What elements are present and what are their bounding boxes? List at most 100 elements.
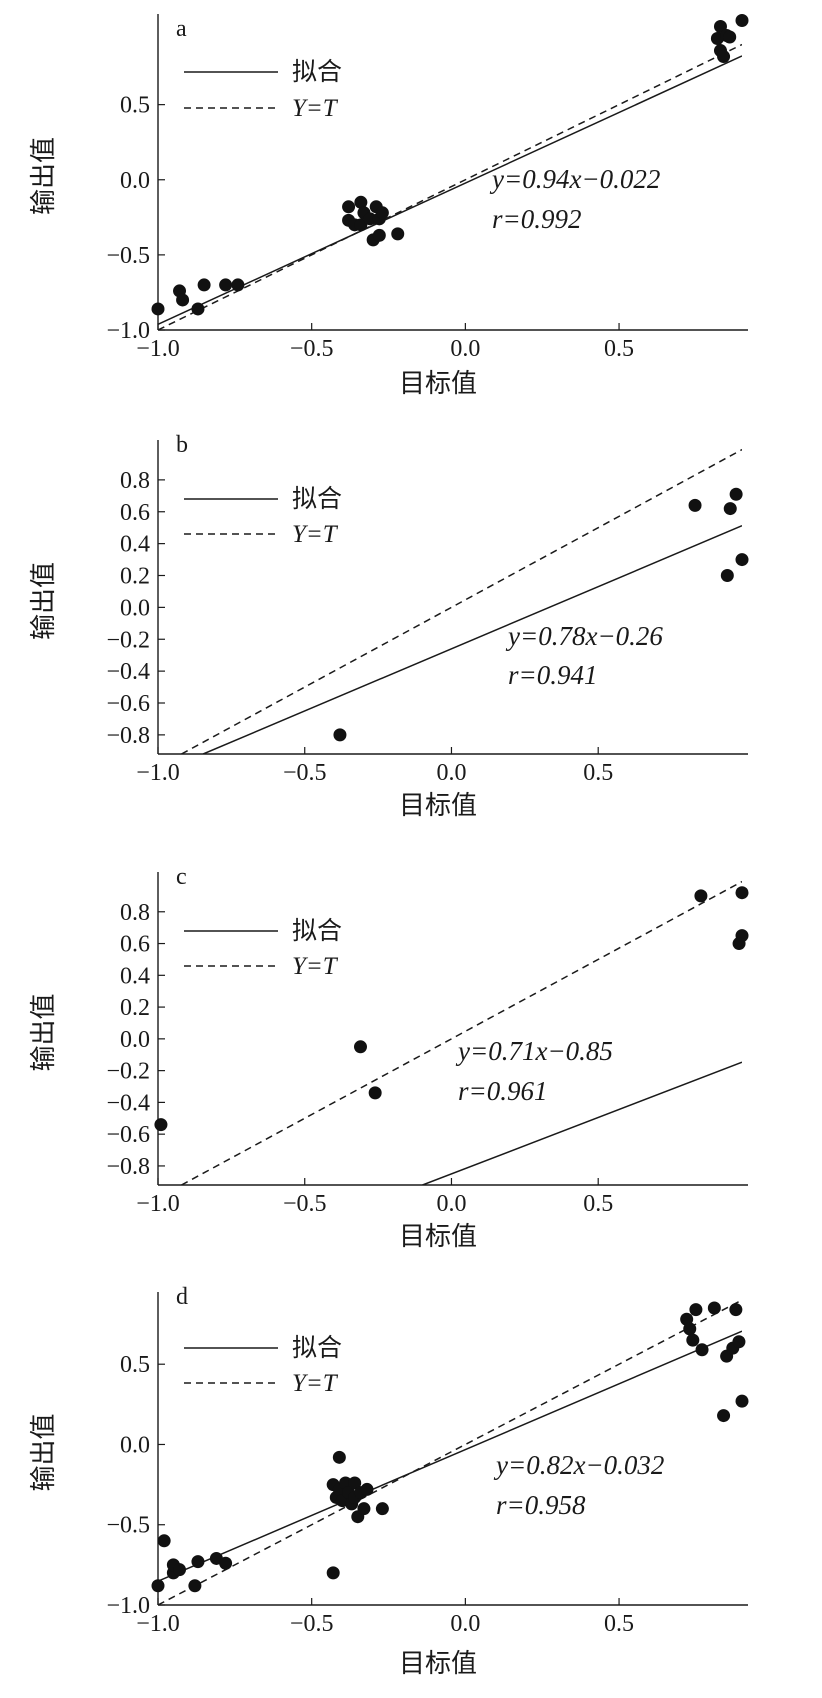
chart-a-y-tick-label: 0.0	[120, 168, 150, 194]
chart-d-y-axis-title: 输出值	[29, 1413, 59, 1491]
chart-a-fit-equation: y=0.94x−0.022	[489, 164, 660, 194]
chart-c-legend-identity-label: Y=T	[292, 953, 339, 980]
chart-c-y-tick-label: 0.4	[120, 963, 150, 989]
chart-a-legend-fit-label: 拟合	[292, 58, 342, 86]
chart-b-correlation-value: r=0.941	[508, 660, 597, 690]
chart-b-data-point	[688, 498, 702, 512]
chart-a-data-point	[219, 278, 233, 292]
chart-b-data-point	[723, 502, 737, 516]
chart-c-data-point	[154, 1118, 168, 1132]
chart-d-data-point	[717, 1409, 731, 1423]
chart-d-y-tick-label: −0.5	[106, 1513, 150, 1539]
chart-b-y-tick-label: 0.2	[120, 564, 150, 590]
chart-b-y-axis-title: 输出值	[29, 562, 59, 640]
chart-d-data-point	[683, 1322, 697, 1336]
chart-a-correlation-value: r=0.992	[492, 204, 581, 234]
chart-d-data-point	[695, 1343, 709, 1357]
chart-c-panel-label: c	[176, 864, 187, 890]
chart-d-data-point	[729, 1303, 743, 1317]
chart-b-y-tick-label: 0.6	[120, 500, 150, 526]
chart-d-data-point	[357, 1502, 371, 1516]
chart-c-x-tick-label: −0.5	[283, 1191, 327, 1217]
chart-c-x-axis-title: 目标值	[399, 1222, 477, 1252]
chart-d-data-point	[191, 1555, 205, 1569]
chart-d-identity-line	[158, 1300, 742, 1605]
chart-b-identity-line	[181, 448, 742, 754]
chart-a-data-point	[391, 227, 405, 241]
chart-d-x-tick-label: 0.0	[450, 1611, 480, 1637]
chart-d-y-tick-label: 0.5	[120, 1352, 150, 1378]
chart-b-y-tick-label: −0.6	[106, 691, 150, 717]
chart-a-panel-label: a	[176, 16, 187, 42]
chart-a-data-point	[723, 30, 737, 44]
chart-b-x-axis-title: 目标值	[399, 791, 477, 821]
chart-b-fit-equation: y=0.78x−0.26	[505, 621, 663, 651]
chart-c-correlation-value: r=0.961	[458, 1076, 547, 1106]
chart-c-y-tick-label: 0.0	[120, 1027, 150, 1053]
chart-b-x-tick-label: 0.0	[436, 760, 466, 786]
chart-a-data-point	[717, 50, 731, 64]
chart-c-y-tick-label: 0.2	[120, 995, 150, 1021]
chart-d-fit-equation: y=0.82x−0.032	[493, 1450, 664, 1480]
chart-a-data-point	[375, 206, 389, 220]
chart-d-data-point	[348, 1476, 362, 1490]
chart-c-data-point	[368, 1086, 382, 1100]
chart-a-x-tick-label: 0.5	[604, 336, 634, 362]
chart-d-x-tick-label: −1.0	[136, 1611, 180, 1637]
chart-a-y-tick-label: −1.0	[106, 318, 150, 344]
chart-b-x-tick-label: −1.0	[136, 760, 180, 786]
chart-d-data-point	[360, 1482, 374, 1496]
chart-a-data-point	[197, 278, 211, 292]
chart-c-y-tick-label: −0.2	[106, 1059, 150, 1085]
chart-a-y-tick-label: −0.5	[106, 243, 150, 269]
chart-b-y-tick-label: −0.2	[106, 627, 150, 653]
chart-a-data-point	[231, 278, 245, 292]
chart-d-data-point	[732, 1335, 746, 1349]
chart-d-correlation-value: r=0.958	[496, 1490, 586, 1520]
chart-d-legend-fit-label: 拟合	[292, 1334, 342, 1362]
chart-a-data-point	[354, 195, 368, 209]
chart-b-panel-label: b	[176, 432, 188, 458]
chart-a-x-tick-label: −0.5	[290, 336, 334, 362]
chart-a-data-point	[372, 228, 386, 242]
chart-d-data-point	[332, 1450, 346, 1464]
chart-b-legend-identity-label: Y=T	[292, 521, 339, 548]
chart-b-y-tick-label: 0.8	[120, 468, 150, 494]
chart-b-legend-fit-label: 拟合	[292, 485, 342, 513]
chart-c-y-tick-label: −0.4	[106, 1090, 150, 1116]
chart-d-y-tick-label: 0.0	[120, 1432, 150, 1458]
chart-b-y-tick-label: −0.8	[106, 723, 150, 749]
chart-b-x-tick-label: −0.5	[283, 760, 327, 786]
chart-b-fit-line	[202, 525, 742, 754]
chart-d-data-point	[188, 1579, 202, 1593]
chart-c-y-tick-label: 0.6	[120, 932, 150, 958]
chart-d-x-tick-label: −0.5	[290, 1611, 334, 1637]
chart-d-data-point	[735, 1394, 749, 1408]
chart-d-data-point	[707, 1301, 721, 1315]
chart-a-data-point	[342, 200, 356, 214]
chart-b-data-point	[735, 553, 749, 567]
chart-c-y-tick-label: 0.8	[120, 900, 150, 926]
chart-c-x-tick-label: 0.5	[583, 1191, 613, 1217]
chart-c-y-tick-label: −0.8	[106, 1154, 150, 1180]
chart-b-data-point	[729, 487, 743, 501]
chart-c-y-axis-title: 输出值	[29, 993, 59, 1071]
chart-a-y-tick-label: 0.5	[120, 93, 150, 119]
chart-c-legend-fit-label: 拟合	[292, 917, 342, 945]
chart-d-data-point	[157, 1534, 171, 1548]
chart-d-x-tick-label: 0.5	[604, 1611, 634, 1637]
chart-a-data-point	[363, 212, 377, 226]
chart-a-data-point	[735, 13, 749, 27]
chart-b-x-tick-label: 0.5	[583, 760, 613, 786]
chart-a-legend-identity-label: Y=T	[292, 95, 339, 122]
chart-d-fit-line	[158, 1330, 742, 1582]
chart-a-x-tick-label: 0.0	[450, 336, 480, 362]
chart-a-data-point	[191, 302, 205, 316]
chart-a-x-axis-title: 目标值	[399, 369, 477, 399]
chart-a-data-point	[151, 302, 165, 316]
chart-c-x-tick-label: −1.0	[136, 1191, 180, 1217]
chart-b-y-tick-label: −0.4	[106, 659, 150, 685]
chart-d-data-point	[173, 1563, 187, 1577]
chart-d-data-point	[375, 1502, 389, 1516]
